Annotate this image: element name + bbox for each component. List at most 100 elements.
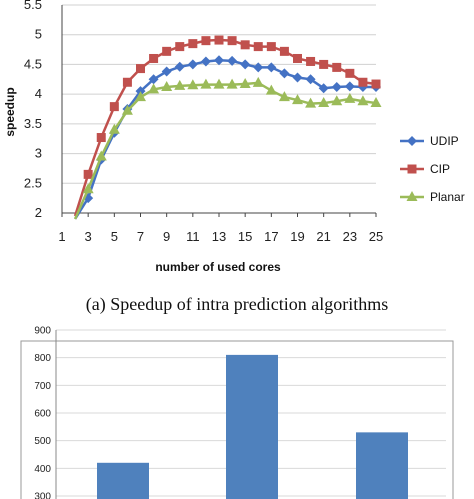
data-point-udip [161,66,172,77]
data-point-cip [319,59,329,69]
data-point-planar [252,76,264,87]
data-point-udip [200,56,211,67]
x-tick-label: 17 [264,229,278,244]
bar [226,354,278,499]
data-point-cip [253,42,263,52]
series-planar [73,76,382,220]
x-tick-label: 25 [369,229,383,244]
data-point-udip [174,61,185,72]
data-point-cip [266,42,276,52]
data-point-udip [344,81,355,92]
c1-x-tick-labels: 1 3 5 7 9 11 13 15 17 19 21 23 25 [58,229,383,244]
data-point-cip [96,133,106,143]
data-point-udip [318,83,329,94]
y-tick-label: 700 [34,381,51,392]
x-tick-label: 5 [111,229,118,244]
data-point-planar [331,95,343,106]
data-point-cip [214,35,224,45]
data-point-planar [318,97,330,108]
legend-marker-udip [407,136,417,146]
x-tick-label: 3 [85,229,92,244]
x-tick-label: 23 [343,229,357,244]
data-point-planar [370,97,382,108]
data-point-cip [109,102,119,112]
c1-axes [61,5,377,217]
y-tick-label: 300 [34,492,51,499]
data-point-planar [161,81,173,92]
data-point-cip [345,68,355,78]
c2-bars [97,354,408,499]
x-tick-label: 11 [186,229,200,244]
chart-caption: (a) Speedup of intra prediction algorith… [86,294,388,315]
c1-y-tick-labels: 2 2.5 3 3.5 4 4.5 5 5.5 [24,0,42,220]
data-point-cip [279,46,289,56]
data-point-planar [213,78,225,89]
data-point-udip [305,74,316,85]
x-tick-label: 15 [238,229,252,244]
data-point-udip [227,55,238,66]
data-point-planar [82,183,94,194]
data-point-planar [148,83,160,94]
y-tick-label: 900 [34,325,51,336]
data-point-planar [95,150,107,161]
data-point-cip [83,169,93,179]
data-point-cip [240,40,250,50]
data-point-planar [226,78,238,89]
data-point-udip [331,82,342,93]
y-tick-label: 800 [34,353,51,364]
y-tick-label: 5 [35,27,42,42]
data-point-planar [121,104,133,115]
data-point-udip [214,55,224,66]
y-tick-label: 400 [34,464,51,475]
data-point-planar [200,78,212,89]
data-point-planar [174,79,186,90]
data-point-cip [122,77,132,87]
data-point-udip [266,62,277,73]
data-point-udip [292,72,303,83]
legend-label-cip: CIP [430,162,450,176]
legend-marker-cip [407,164,417,174]
bar [356,432,408,499]
x-axis-title: number of used cores [155,260,281,274]
data-point-cip [162,46,172,56]
y-axis-title: speedup [3,87,17,136]
data-point-planar [292,94,303,105]
series-cip [73,35,381,217]
data-point-udip [240,59,251,70]
data-point-cip [371,79,381,89]
data-point-cip [358,77,368,87]
data-point-udip [279,68,290,79]
y-tick-label: 2.5 [24,175,42,190]
y-tick-label: 2 [35,205,42,220]
y-tick-label: 4 [35,86,42,101]
y-tick-label: 5.5 [24,0,42,12]
legend-label-planar: Planar [430,190,465,204]
data-point-cip [188,39,198,49]
c2-y-tick-labels: 300 400 500 600 700 800 900 [34,325,51,499]
data-point-planar [305,97,317,108]
data-point-udip [187,59,198,70]
y-tick-label: 3.5 [24,116,42,131]
data-point-planar [278,91,290,102]
data-point-planar [357,95,369,106]
c1-series [73,35,382,220]
data-point-cip [149,53,159,63]
data-point-cip [201,36,211,46]
data-point-cip [293,53,302,63]
data-point-cip [175,42,185,52]
data-point-planar [108,123,120,134]
data-point-planar [265,84,277,95]
data-point-planar [344,92,356,103]
data-point-cip [306,56,316,66]
bar [97,462,149,499]
y-tick-label: 500 [34,436,51,447]
series-line-cip [73,38,377,217]
speedup-line-chart: 22.533.544.555.5 1 3 5 7 9 11 13 15 17 19 21 23 25 s… [3,0,465,274]
data-point-cip [227,36,237,46]
data-point-planar [187,79,199,90]
x-tick-label: 7 [137,229,144,244]
data-point-cip [332,62,342,72]
y-tick-label: 4.5 [24,56,42,71]
x-tick-label: 9 [163,229,170,244]
